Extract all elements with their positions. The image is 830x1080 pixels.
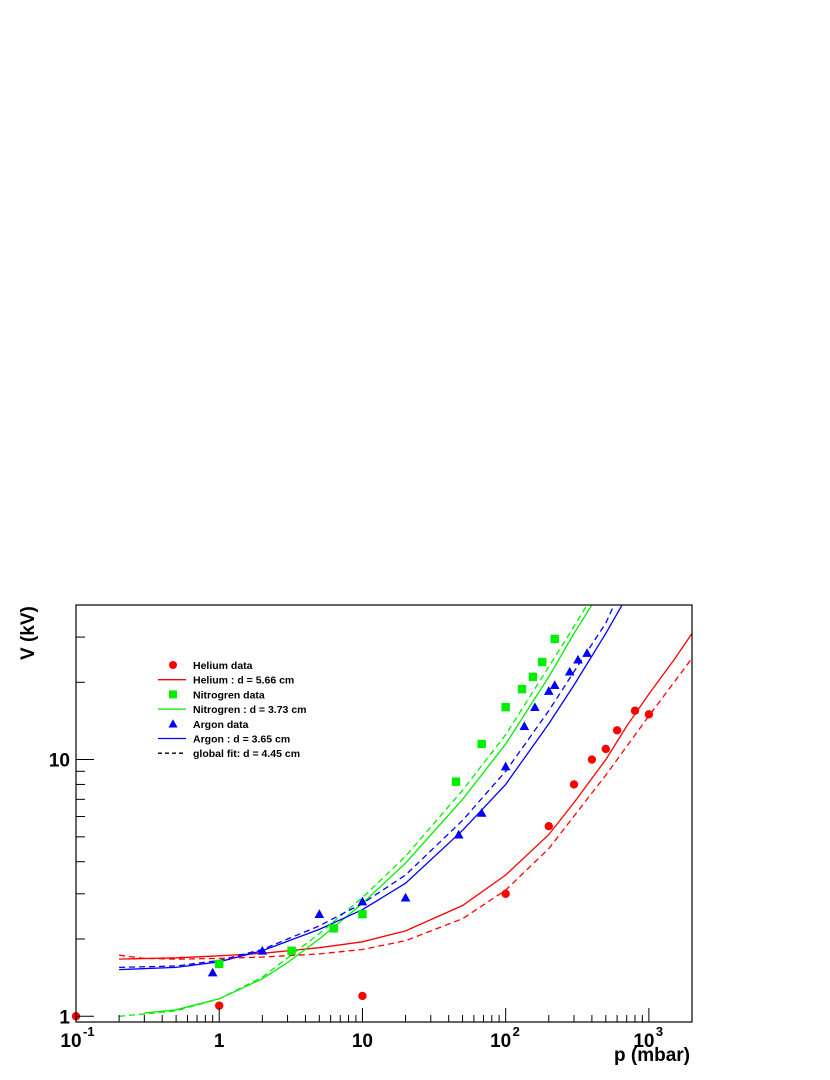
data-point-0-10 bbox=[644, 710, 654, 719]
x-tick-label-base: 1 bbox=[214, 1031, 225, 1052]
legend-label: Helium data bbox=[193, 660, 253, 672]
data-point-4-8 bbox=[519, 721, 530, 730]
series-line-5 bbox=[119, 605, 623, 971]
data-point-2-3 bbox=[358, 909, 367, 919]
data-point-2-1 bbox=[287, 946, 296, 955]
data-point-4-12 bbox=[564, 666, 575, 676]
data-point-2-8 bbox=[528, 672, 538, 682]
legend-entry-4: Argon data bbox=[168, 719, 249, 731]
data-point-4-7 bbox=[500, 761, 511, 771]
data-point-4-14 bbox=[582, 648, 592, 657]
data-point-2-5 bbox=[477, 739, 486, 749]
data-point-4-9 bbox=[530, 702, 540, 712]
data-point-2-10 bbox=[550, 634, 559, 644]
legend-entry-5: Argon : d = 3.65 cm bbox=[158, 734, 290, 746]
x-tick-label-exponent: 2 bbox=[513, 1024, 520, 1039]
x-tick-label-3: 10 2 bbox=[490, 1024, 520, 1052]
y-tick-label-1: 10 bbox=[49, 751, 70, 772]
legend-marker bbox=[169, 690, 177, 699]
data-point-0-6 bbox=[587, 755, 597, 764]
data-point-4-13 bbox=[573, 654, 583, 664]
legend-label: Nitrogren : d = 3.73 cm bbox=[193, 704, 307, 716]
x-tick-label-base: 10 bbox=[633, 1031, 654, 1052]
y-tick-label-0: 1 bbox=[59, 1007, 70, 1028]
legend-marker bbox=[169, 661, 177, 669]
legend-label: global fit: d = 4.45 cm bbox=[193, 748, 300, 760]
data-point-4-2 bbox=[314, 909, 325, 918]
x-tick-label-base: 10 bbox=[352, 1031, 373, 1052]
x-tick-label-1: 1 bbox=[214, 1031, 225, 1052]
legend-entry-2: Nitrogren data bbox=[169, 689, 265, 701]
legend-entry-1: Helium : d = 5.66 cm bbox=[158, 675, 294, 687]
data-point-4-11 bbox=[549, 680, 560, 689]
data-point-2-0 bbox=[215, 959, 224, 969]
data-point-0-5 bbox=[569, 780, 579, 789]
data-point-4-5 bbox=[453, 829, 464, 839]
y-axis-label: V (kV) bbox=[18, 606, 39, 660]
x-tick-label-exponent: 3 bbox=[656, 1024, 663, 1039]
x-tick-label-base: 10 bbox=[490, 1031, 511, 1052]
legend-entry-6: global fit: d = 4.45 cm bbox=[158, 748, 300, 760]
legend-entry-3: Nitrogren : d = 3.73 cm bbox=[158, 704, 307, 716]
data-point-0-9 bbox=[630, 706, 640, 715]
data-point-0-8 bbox=[612, 726, 622, 735]
x-tick-label-base: 10 bbox=[60, 1031, 81, 1052]
data-point-0-2 bbox=[358, 991, 367, 1001]
data-point-4-3 bbox=[357, 896, 368, 906]
x-tick-label-4: 10 3 bbox=[633, 1024, 663, 1052]
series-line-6-part-1 bbox=[119, 605, 588, 1017]
data-point-2-6 bbox=[501, 702, 510, 712]
data-point-0-4 bbox=[544, 822, 553, 831]
legend-label: Nitrogren data bbox=[193, 689, 265, 701]
series-line-6-part-0 bbox=[119, 657, 692, 960]
data-point-4-10 bbox=[543, 686, 554, 695]
legend-label: Helium : d = 5.66 cm bbox=[193, 675, 294, 687]
data-point-0-3 bbox=[501, 889, 510, 898]
x-tick-label-0: 10 -1 bbox=[60, 1024, 94, 1052]
legend-entry-0: Helium data bbox=[169, 660, 253, 672]
data-point-4-1 bbox=[257, 945, 268, 955]
data-point-0-1 bbox=[215, 1001, 224, 1010]
data-point-4-4 bbox=[400, 892, 411, 902]
data-point-2-7 bbox=[517, 684, 527, 694]
x-axis-label: p (mbar) bbox=[614, 1045, 690, 1066]
marker-layer bbox=[71, 634, 654, 1021]
plot-frame bbox=[75, 604, 693, 1023]
data-point-0-7 bbox=[601, 744, 610, 754]
legend-marker bbox=[168, 719, 178, 728]
data-point-4-0 bbox=[207, 967, 218, 977]
x-tick-label-2: 10 bbox=[352, 1031, 373, 1052]
x-tick-label-exponent: -1 bbox=[83, 1024, 95, 1039]
data-point-2-4 bbox=[451, 777, 461, 786]
legend-label: Argon data bbox=[193, 719, 249, 731]
data-point-2-9 bbox=[538, 657, 547, 667]
data-point-4-6 bbox=[476, 808, 487, 817]
legend: Helium data Helium : d = 5.66 cm Nitrogren… bbox=[158, 660, 307, 760]
legend-label: Argon : d = 3.65 cm bbox=[193, 734, 290, 746]
data-point-2-2 bbox=[329, 924, 338, 933]
